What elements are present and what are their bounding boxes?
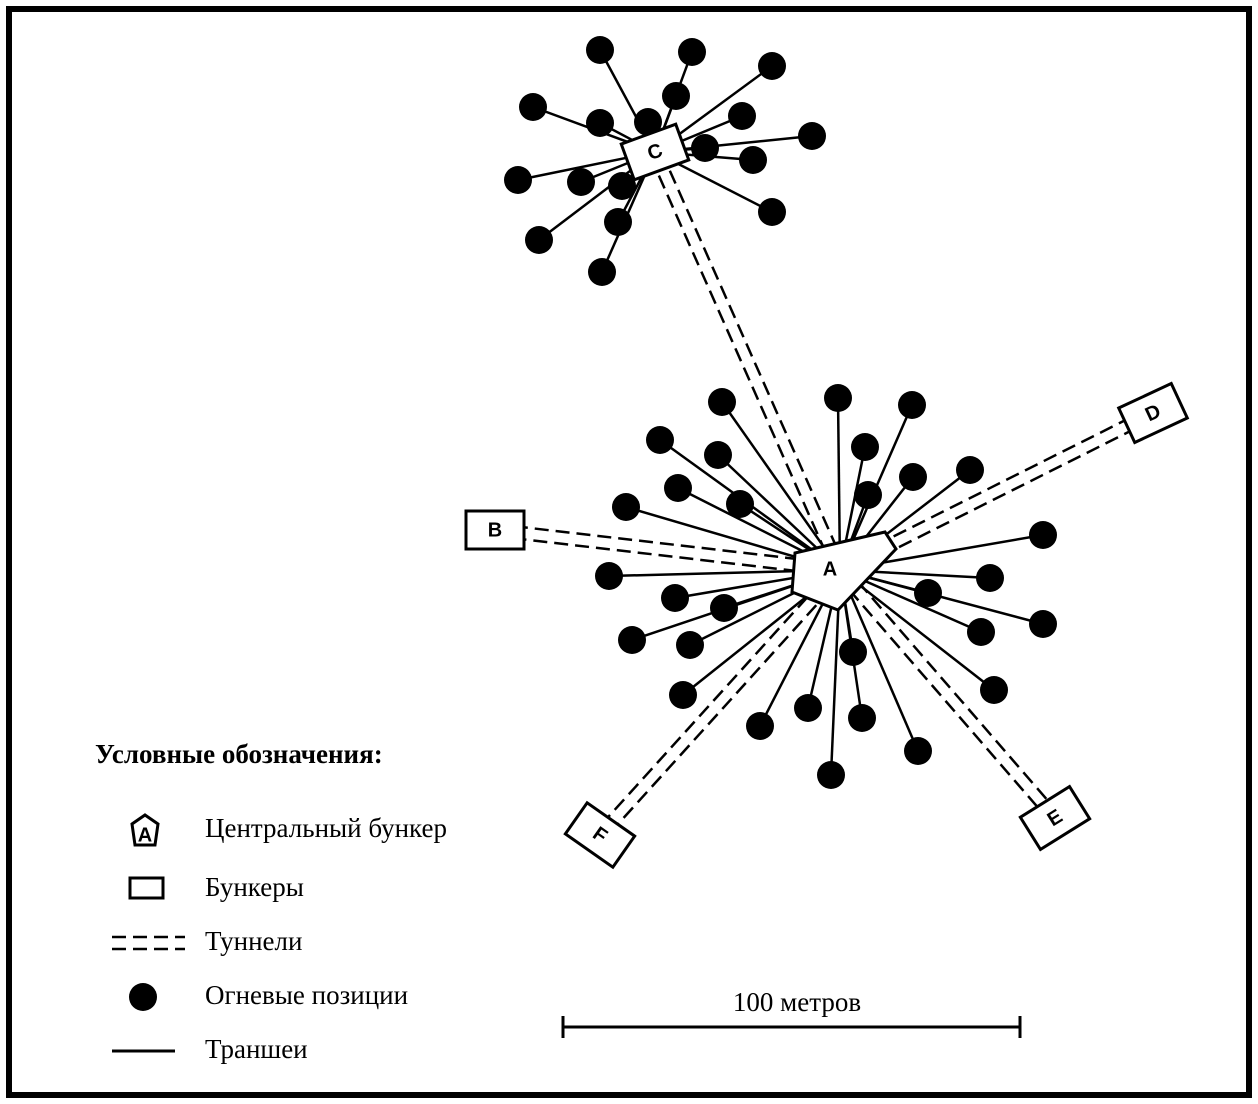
tunnel-line — [842, 417, 1157, 577]
firing-position — [586, 36, 614, 64]
firing-position — [678, 38, 706, 66]
bunkers: A B C D E F — [464, 122, 1190, 870]
trench — [720, 401, 842, 571]
firing-position — [899, 463, 927, 491]
legend-icon-central — [130, 813, 160, 847]
legend-label: Центральный бункер — [205, 813, 447, 843]
firing-position — [669, 681, 697, 709]
firing-position — [604, 208, 632, 236]
firing-position — [1029, 610, 1057, 638]
firing-position — [567, 168, 595, 196]
tunnel-line — [834, 573, 1052, 823]
firing-position — [646, 426, 674, 454]
trench — [838, 569, 920, 752]
legend-icon-bunker — [128, 876, 165, 900]
firing-position — [504, 166, 532, 194]
firing-position — [588, 258, 616, 286]
firing-position — [726, 490, 754, 518]
firing-position — [848, 704, 876, 732]
firing-position — [1029, 521, 1057, 549]
firing-position — [586, 109, 614, 137]
firing-position — [739, 146, 767, 174]
legend-label: Бункеры — [205, 872, 304, 902]
tunnel-line — [603, 573, 846, 840]
tunnel-line — [836, 406, 1151, 566]
tunnel-line — [494, 534, 840, 578]
tunnel-line — [648, 153, 836, 573]
legend-icon-position — [129, 983, 157, 1011]
firing-position — [608, 172, 636, 200]
firing-position — [704, 441, 732, 469]
tunnel-line — [594, 565, 837, 832]
bunker: B — [464, 509, 526, 551]
firing-position — [758, 52, 786, 80]
firing-position — [817, 761, 845, 789]
trench — [839, 568, 1044, 626]
firing-position — [519, 93, 547, 121]
legend-label: Туннели — [205, 926, 302, 956]
firing-position — [854, 481, 882, 509]
firing-position — [824, 384, 852, 412]
legend-icon-letter: A — [138, 824, 152, 846]
firing-position — [758, 198, 786, 226]
bunker-label: C — [645, 139, 666, 165]
bunker: D — [1116, 381, 1190, 445]
bunker-label: B — [488, 519, 502, 541]
firing-position — [980, 676, 1008, 704]
tunnel-line — [495, 522, 841, 566]
firing-position — [595, 562, 623, 590]
firing-position — [798, 122, 826, 150]
legend-icon-tunnel — [112, 935, 185, 951]
tunnel-line — [843, 565, 1061, 815]
firing-position — [618, 626, 646, 654]
bunker-box — [619, 122, 691, 182]
firing-position — [708, 388, 736, 416]
scale-label: 100 метров — [733, 987, 861, 1017]
firing-position — [956, 456, 984, 484]
bunker-box — [1018, 784, 1092, 852]
firing-position — [851, 433, 879, 461]
legend-label: Огневые позиции — [205, 980, 408, 1010]
tunnels — [494, 149, 1157, 840]
firing-position — [794, 694, 822, 722]
tunnel-line — [659, 149, 847, 569]
bunker-box — [464, 509, 526, 551]
firing-position — [664, 474, 692, 502]
bunker-box — [1116, 381, 1190, 445]
central-bunker — [790, 530, 898, 612]
legend-title: Условные обозначения: — [95, 739, 383, 769]
trench — [839, 569, 995, 691]
firing-position — [676, 631, 704, 659]
firing-position — [612, 493, 640, 521]
firing-position — [746, 712, 774, 740]
firing-position — [634, 108, 662, 136]
bunker: F — [563, 800, 637, 870]
firing-position — [967, 618, 995, 646]
firing-position — [904, 737, 932, 765]
firing-position — [976, 564, 1004, 592]
bunker-label: A — [823, 558, 837, 580]
firing-position — [662, 82, 690, 110]
bunker-box — [563, 800, 637, 870]
firing-position — [728, 102, 756, 130]
scale-bar — [561, 1016, 1022, 1038]
firing-position — [898, 391, 926, 419]
firing-position — [525, 226, 553, 254]
legend-label: Траншеи — [205, 1034, 308, 1064]
bunker: E — [1018, 784, 1092, 852]
firing-position — [661, 584, 689, 612]
bunker: C — [619, 122, 691, 182]
